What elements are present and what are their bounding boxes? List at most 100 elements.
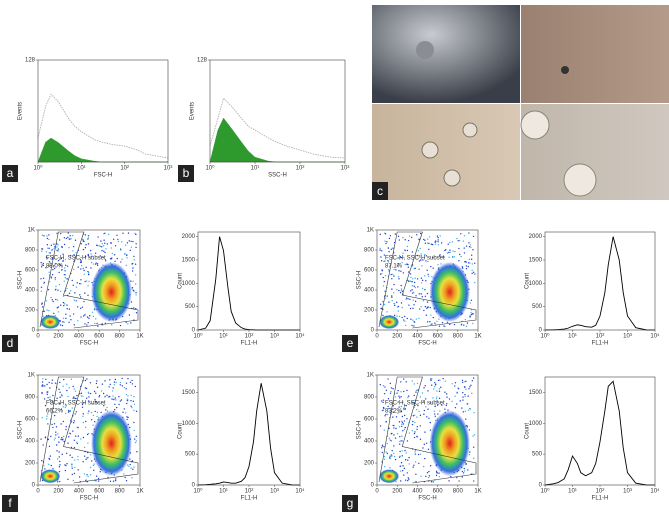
event-dot — [133, 438, 136, 440]
event-dot — [387, 405, 389, 408]
event-dot — [64, 274, 67, 276]
event-dot — [461, 476, 464, 478]
x-axis-label: FSC-H — [80, 341, 98, 347]
chart: 10⁰ 10¹ 10² 10³ 10⁴ 0 500 1000 1500 2000 FL1-H Coun… — [178, 231, 305, 347]
event-dot — [41, 306, 44, 308]
event-dot — [428, 476, 430, 479]
event-dot — [383, 303, 386, 306]
x-axis-label: FSC-H — [94, 173, 112, 179]
event-dot — [53, 411, 55, 413]
event-dot — [48, 309, 50, 312]
event-dot — [425, 442, 428, 444]
event-dot — [50, 464, 53, 467]
event-dot — [413, 325, 415, 327]
event-dot — [421, 295, 424, 298]
event-dot — [85, 458, 87, 461]
event-dot — [66, 389, 68, 392]
event-dot — [76, 442, 79, 445]
event-dot — [434, 415, 436, 417]
event-dot — [84, 247, 87, 249]
event-dot — [411, 251, 414, 253]
event-dot — [104, 251, 106, 254]
event-dot — [423, 409, 426, 412]
event-dot — [50, 244, 52, 247]
event-dot — [61, 439, 64, 441]
event-dot — [385, 389, 388, 392]
event-dot — [448, 256, 450, 258]
area — [37, 137, 168, 163]
event-dot — [63, 440, 65, 443]
event-dot — [84, 379, 87, 382]
event-dot — [398, 426, 401, 428]
event-dot — [96, 322, 98, 325]
x-tick-label: 400 — [412, 334, 423, 340]
event-dot — [391, 450, 393, 452]
event-dot — [470, 246, 472, 249]
event-dot — [62, 301, 65, 304]
event-dot — [401, 440, 403, 442]
event-dot — [384, 297, 387, 299]
event-dot — [392, 408, 394, 410]
event-dot — [434, 405, 436, 407]
panel-label: g — [347, 496, 354, 510]
event-dot — [420, 277, 423, 279]
event-dot — [414, 421, 416, 424]
panel-label: d — [7, 336, 14, 350]
event-dot — [48, 264, 50, 267]
event-dot — [87, 243, 90, 245]
event-dot — [383, 280, 386, 283]
event-dot — [426, 416, 428, 418]
event-dot — [407, 459, 409, 461]
event-dot — [86, 474, 88, 476]
event-dot — [116, 234, 118, 237]
event-dot — [463, 235, 466, 237]
event-dot — [42, 315, 44, 318]
event-dot — [68, 321, 70, 324]
event-dot — [89, 466, 92, 469]
event-dot — [393, 424, 395, 427]
event-dot — [462, 411, 465, 413]
event-dot — [463, 247, 465, 249]
event-dot — [51, 299, 53, 301]
event-dot — [401, 455, 404, 457]
event-dot — [436, 390, 438, 392]
event-dot — [397, 235, 400, 238]
event-dot — [402, 236, 404, 239]
event-dot — [63, 243, 66, 246]
event-dot — [120, 249, 122, 251]
event-dot — [466, 322, 469, 324]
event-dot — [52, 394, 54, 397]
event-dot — [84, 234, 87, 236]
y-tick-label: 1K — [28, 228, 35, 234]
event-dot — [100, 240, 102, 242]
event-dot — [92, 414, 95, 417]
event-dot — [41, 392, 43, 395]
event-dot — [436, 235, 439, 237]
event-dot — [469, 244, 472, 246]
event-dot — [46, 418, 48, 420]
event-dot — [400, 381, 402, 383]
event-dot — [42, 384, 44, 386]
event-dot — [57, 311, 60, 313]
event-dot — [44, 468, 46, 470]
event-dot — [390, 440, 392, 442]
event-dot — [57, 250, 59, 252]
event-dot — [60, 264, 62, 267]
density-cloud — [429, 410, 470, 477]
x-tick-label: 10⁴ — [650, 488, 660, 495]
event-dot — [465, 325, 468, 327]
x-tick-label: 10¹ — [77, 166, 86, 172]
x-tick-label: 10⁰ — [193, 333, 203, 340]
event-dot — [89, 315, 91, 317]
event-dot — [380, 400, 383, 402]
event-dot — [416, 254, 419, 257]
event-dot — [62, 321, 64, 323]
event-dot — [65, 383, 68, 385]
event-dot — [468, 232, 470, 234]
event-dot — [55, 431, 57, 433]
event-dot — [49, 252, 51, 254]
event-dot — [387, 261, 390, 263]
event-dot — [88, 396, 90, 398]
event-dot — [61, 324, 64, 327]
gate — [39, 376, 139, 484]
